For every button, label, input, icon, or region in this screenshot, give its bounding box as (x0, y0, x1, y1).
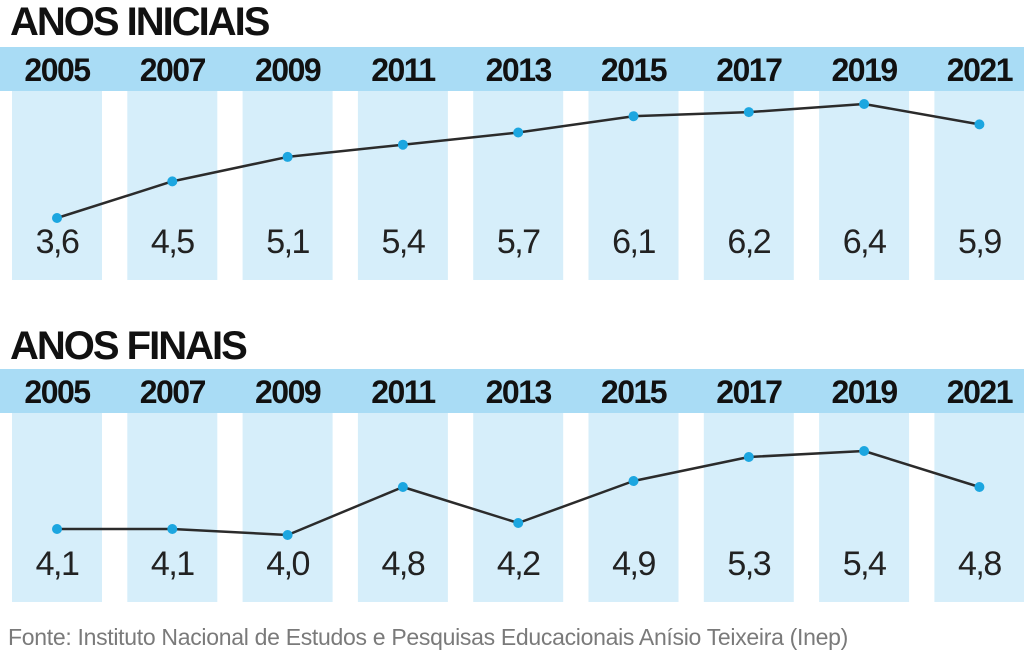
x-tick-label: 2021 (947, 52, 1013, 88)
data-point (859, 99, 870, 109)
x-tick-label: 2019 (832, 52, 898, 88)
data-point (628, 476, 639, 486)
data-label: 5,3 (727, 545, 770, 583)
data-label: 3,6 (36, 223, 79, 261)
data-label: 4,9 (612, 545, 655, 583)
chart-title: ANOS INICIAIS (10, 0, 270, 44)
data-point (974, 119, 985, 130)
x-tick-label: 2009 (255, 374, 321, 410)
data-point (282, 151, 293, 162)
chart-panel-anos-iniciais: ANOS INICIAIS 2005 2007 2009 2011 2013 2015 20… (0, 0, 1024, 300)
data-point (397, 139, 408, 150)
x-tick-label: 2017 (716, 52, 782, 88)
x-tick-label: 2005 (24, 374, 90, 410)
data-label: 6,1 (612, 223, 655, 261)
data-point (743, 452, 754, 462)
data-point (167, 524, 178, 534)
x-tick-label: 2013 (486, 374, 552, 410)
chart-title: ANOS FINAIS (10, 324, 248, 368)
data-label: 6,2 (727, 223, 770, 261)
x-tick-label: 2019 (832, 374, 898, 410)
data-point (513, 127, 524, 138)
x-tick-label: 2007 (140, 374, 206, 410)
data-point (52, 524, 62, 534)
data-label: 6,4 (843, 223, 886, 261)
data-point (52, 213, 62, 223)
data-point (859, 446, 870, 456)
data-point (513, 518, 524, 528)
x-tick-label: 2011 (371, 374, 435, 410)
data-point (397, 482, 408, 492)
data-label: 5,9 (958, 223, 1001, 261)
data-label: 5,4 (382, 223, 425, 261)
line-chart-anos-finais: 2005 2007 2009 2011 2013 2015 2017 2019 2021 4,1 4… (0, 369, 1024, 602)
x-tick-label: 2021 (947, 374, 1013, 410)
source-note: Fonte: Instituto Nacional de Estudos e P… (8, 624, 848, 650)
data-point (628, 111, 639, 122)
x-tick-label: 2017 (716, 374, 782, 410)
data-point (743, 107, 754, 118)
x-tick-label: 2007 (140, 52, 206, 88)
data-point (282, 530, 293, 540)
x-tick-label: 2011 (371, 52, 435, 88)
data-label: 4,0 (266, 545, 309, 583)
x-tick-label: 2013 (486, 52, 552, 88)
line-chart-anos-iniciais: 2005 2007 2009 2011 2013 2015 2017 2019 2021 3,6 4… (0, 47, 1024, 280)
x-tick-label: 2009 (255, 52, 321, 88)
data-label: 4,1 (151, 545, 194, 583)
x-tick-label: 2015 (601, 374, 667, 410)
x-tick-label: 2015 (601, 52, 667, 88)
data-label: 4,1 (36, 545, 79, 583)
data-label: 5,7 (497, 223, 540, 261)
data-label: 4,5 (151, 223, 194, 261)
year-header-band (0, 369, 1024, 413)
data-point (167, 176, 178, 187)
data-label: 5,1 (266, 223, 309, 261)
year-header-band (0, 47, 1024, 91)
data-label: 4,8 (382, 545, 425, 583)
data-label: 4,2 (497, 545, 540, 583)
data-point (974, 482, 985, 492)
data-label: 5,4 (843, 545, 886, 583)
x-tick-label: 2005 (24, 52, 90, 88)
data-label: 4,8 (958, 545, 1001, 583)
chart-panel-anos-finais: ANOS FINAIS 2005 2007 2009 2011 2013 2015 2017… (0, 322, 1024, 622)
